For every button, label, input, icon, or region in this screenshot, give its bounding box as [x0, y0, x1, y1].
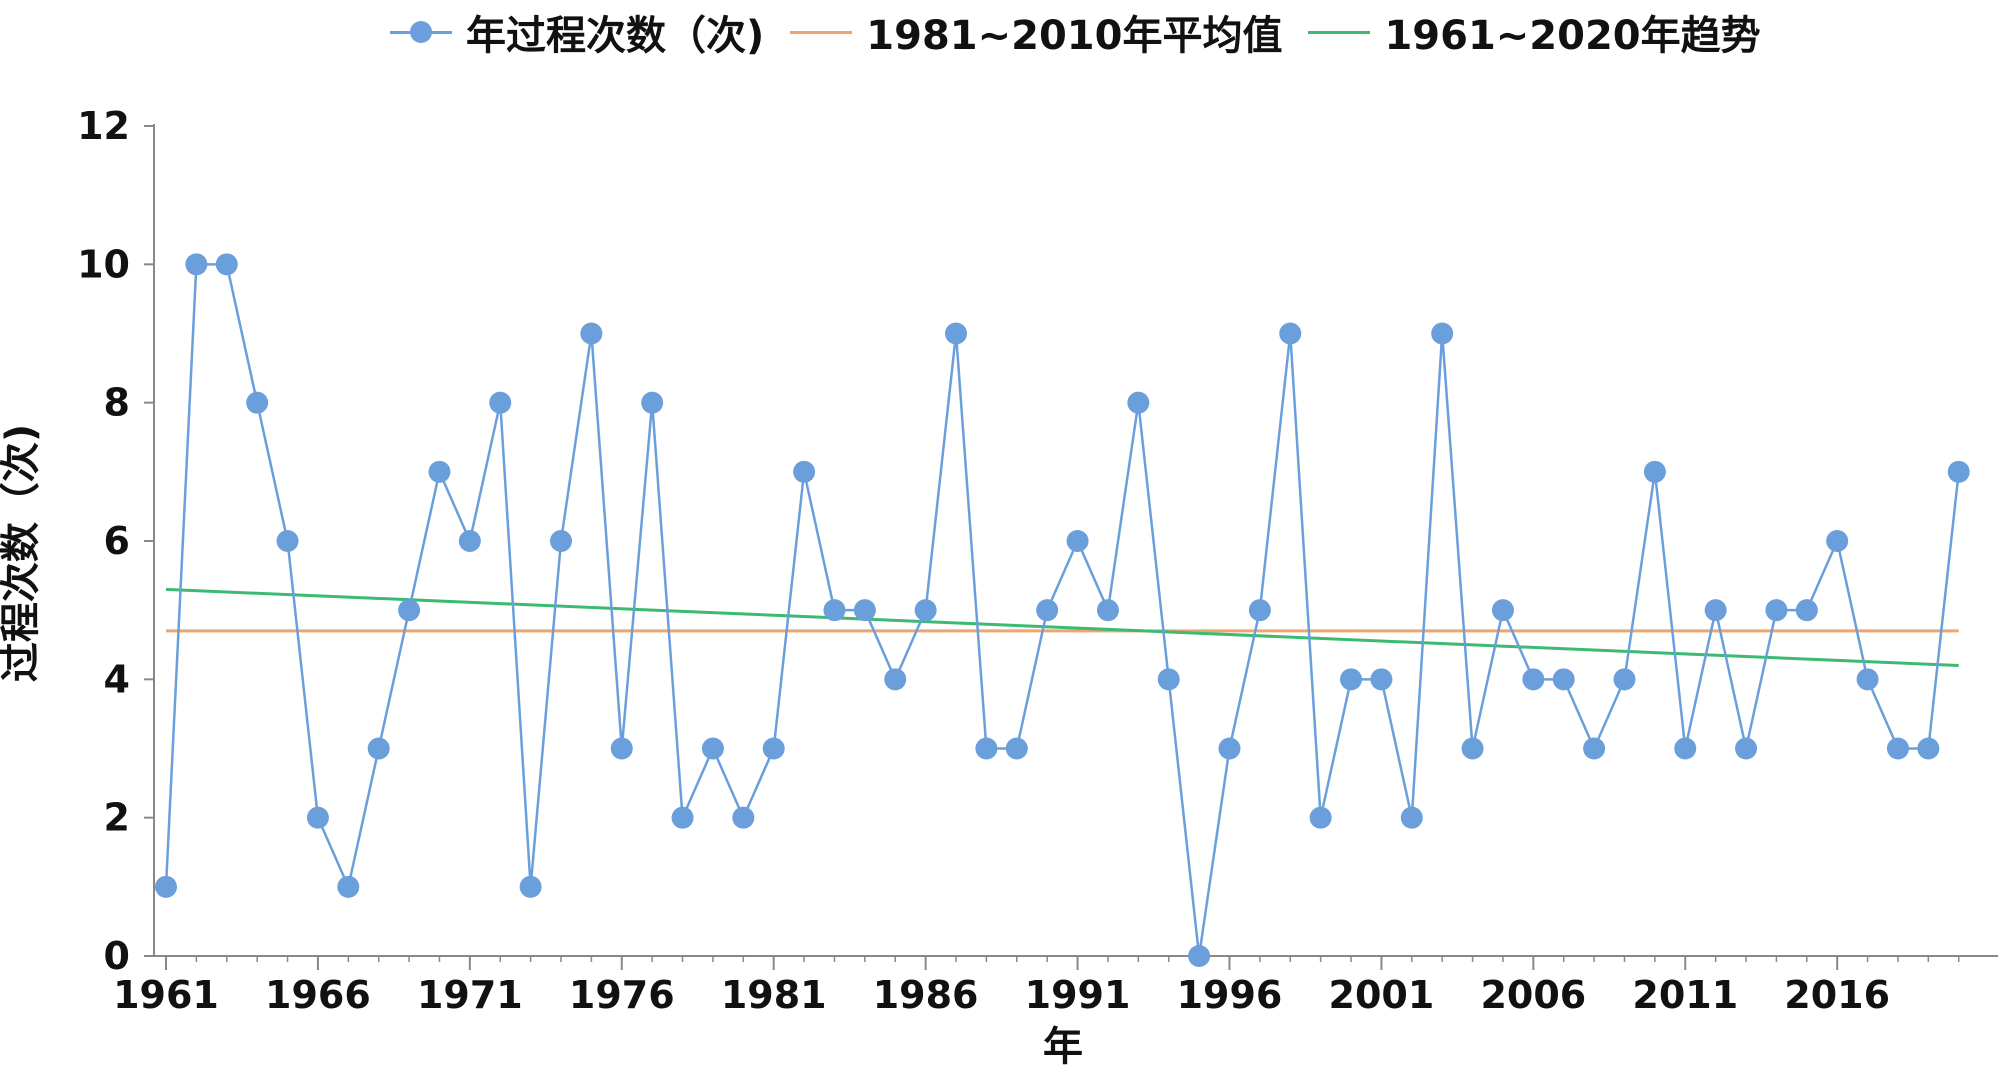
data-point — [1431, 322, 1454, 345]
data-point — [671, 806, 694, 829]
data-point — [367, 737, 390, 760]
legend: 年过程次数（次) 1981~2010年平均值 1961~2020年趋势 — [390, 0, 1761, 64]
x-tick-label: 1961 — [113, 973, 219, 1017]
legend-label-trend: 1961~2020年趋势 — [1384, 13, 1761, 59]
data-point — [1583, 737, 1606, 760]
x-tick-label: 2016 — [1784, 973, 1890, 1017]
x-tick-label: 2011 — [1632, 973, 1738, 1017]
data-point — [1917, 737, 1940, 760]
data-point — [732, 806, 755, 829]
data-point — [1704, 599, 1727, 622]
data-point — [550, 530, 573, 552]
legend-item-trend: 1961~2020年趋势 — [1308, 3, 1761, 61]
data-point — [762, 737, 785, 760]
data-point — [793, 460, 816, 483]
data-point — [489, 391, 512, 414]
data-point — [1522, 668, 1545, 691]
y-tick-label: 10 — [77, 242, 130, 286]
data-point — [1613, 668, 1636, 691]
data-point — [1856, 668, 1879, 691]
legend-label-annual-count: 年过程次数（次) — [466, 13, 765, 59]
data-point — [1096, 599, 1119, 622]
data-point — [914, 599, 937, 622]
data-point — [1461, 737, 1484, 760]
x-tick-label: 2006 — [1480, 973, 1586, 1017]
data-point — [1248, 599, 1271, 622]
data-point — [610, 737, 633, 760]
x-tick-label: 1981 — [721, 973, 827, 1017]
data-point — [1340, 668, 1363, 691]
data-point — [1218, 737, 1241, 760]
data-point — [1279, 322, 1302, 345]
legend-line-mean — [790, 12, 853, 52]
legend-marker-annual-count — [390, 12, 452, 52]
data-point — [1826, 530, 1849, 552]
data-point — [1947, 460, 1970, 483]
x-tick-label: 1976 — [569, 973, 675, 1017]
data-point — [1005, 737, 1028, 760]
annual-count-line — [164, 263, 1960, 957]
x-tick-label: 1971 — [417, 973, 523, 1017]
data-point — [276, 530, 299, 552]
data-point — [428, 460, 451, 483]
legend-line-trend — [1308, 12, 1371, 52]
y-tick-label: 12 — [77, 104, 130, 148]
data-point — [1643, 460, 1666, 483]
data-point — [1735, 737, 1758, 760]
trend-line-layer — [165, 587, 1959, 667]
y-axis-title: 过程次数（次) — [0, 424, 44, 682]
data-point — [1309, 806, 1332, 829]
x-axis-title: 年 — [1043, 1024, 1083, 1070]
legend-item-annual-count: 年过程次数（次) — [390, 3, 764, 61]
data-point — [458, 530, 481, 552]
x-tick-label: 1966 — [265, 973, 371, 1017]
y-tick-label: 2 — [104, 796, 130, 840]
data-point — [155, 875, 177, 898]
series-layer — [155, 253, 1970, 967]
x-tick-label: 2001 — [1329, 973, 1435, 1017]
data-point — [1795, 599, 1818, 622]
x-tick-label: 1996 — [1177, 973, 1283, 1017]
y-tick-label: 6 — [104, 519, 130, 563]
data-point — [306, 806, 329, 829]
y-tick-label: 8 — [104, 381, 130, 425]
data-point — [337, 875, 360, 898]
data-point — [1491, 599, 1514, 622]
data-point — [975, 737, 998, 760]
trend-line — [165, 587, 1959, 667]
y-tick-label: 4 — [104, 657, 130, 701]
data-point — [1674, 737, 1697, 760]
data-point — [1370, 668, 1393, 691]
y-tick-label: 0 — [104, 934, 130, 978]
legend-label-mean: 1981~2010年平均值 — [866, 13, 1283, 59]
data-point — [215, 253, 238, 276]
data-point — [945, 322, 968, 345]
data-point — [823, 599, 846, 622]
data-point — [701, 737, 724, 760]
x-tick-label: 1991 — [1025, 973, 1131, 1017]
data-point — [641, 391, 664, 414]
data-point — [1765, 599, 1788, 622]
data-point — [185, 253, 208, 276]
data-point — [1886, 737, 1909, 760]
x-tick-label: 1986 — [873, 973, 979, 1017]
data-point — [1552, 668, 1575, 691]
tick-labels: 0 2 4 6 8 10 12 1961 1966 1971 1976 1981 1986 1991 199… — [77, 104, 1890, 1017]
data-point — [853, 599, 876, 622]
data-point — [398, 599, 421, 622]
data-point — [1127, 391, 1150, 414]
data-point — [884, 668, 907, 691]
data-point — [1066, 530, 1089, 552]
data-point — [1400, 806, 1423, 829]
data-point — [246, 391, 269, 414]
data-point — [1157, 668, 1180, 691]
data-point — [580, 322, 603, 345]
data-point — [1036, 599, 1059, 622]
axes — [144, 124, 1998, 970]
data-point — [519, 875, 542, 898]
data-point — [1188, 945, 1211, 967]
legend-item-mean: 1981~2010年平均值 — [790, 3, 1282, 61]
